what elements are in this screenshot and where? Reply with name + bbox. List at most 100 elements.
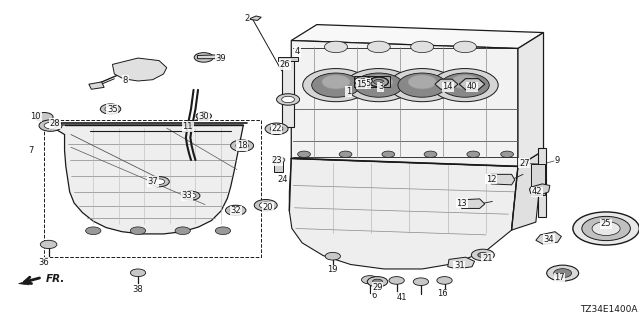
Circle shape (346, 68, 412, 102)
Polygon shape (448, 257, 474, 269)
Circle shape (477, 252, 488, 258)
Circle shape (554, 269, 572, 277)
Text: 26: 26 (280, 60, 290, 69)
Text: 36: 36 (39, 258, 49, 267)
Polygon shape (89, 82, 104, 89)
Text: 41: 41 (397, 292, 407, 301)
Polygon shape (491, 174, 515, 185)
Circle shape (194, 52, 213, 62)
Circle shape (382, 151, 395, 157)
Text: 6: 6 (372, 291, 377, 300)
Circle shape (225, 205, 246, 215)
Bar (274, 160, 283, 172)
Text: 22: 22 (271, 124, 282, 133)
Circle shape (86, 227, 101, 235)
Polygon shape (197, 55, 223, 59)
Polygon shape (460, 199, 484, 208)
Text: 27: 27 (519, 159, 530, 168)
Text: 15: 15 (356, 80, 367, 89)
Circle shape (303, 68, 369, 102)
Circle shape (424, 151, 437, 157)
Circle shape (154, 179, 164, 184)
Circle shape (592, 221, 620, 236)
Text: 4: 4 (295, 47, 300, 56)
Circle shape (44, 123, 57, 129)
Text: 42: 42 (532, 188, 542, 196)
Text: 40: 40 (467, 82, 477, 91)
Circle shape (282, 96, 294, 103)
Circle shape (573, 212, 639, 245)
Circle shape (432, 68, 498, 102)
Circle shape (441, 73, 489, 97)
Text: FR.: FR. (45, 274, 65, 284)
Text: 29: 29 (372, 283, 383, 292)
Text: 18: 18 (237, 141, 248, 150)
Text: 11: 11 (182, 122, 193, 131)
Circle shape (35, 113, 53, 122)
Text: 3: 3 (378, 82, 383, 91)
Circle shape (175, 227, 190, 235)
Circle shape (312, 73, 360, 97)
Text: 13: 13 (456, 198, 467, 207)
Text: 35: 35 (107, 105, 118, 114)
Circle shape (40, 240, 57, 249)
Text: 2: 2 (244, 14, 249, 23)
Circle shape (367, 276, 388, 287)
Polygon shape (291, 41, 518, 166)
Circle shape (230, 140, 253, 151)
Circle shape (230, 208, 241, 213)
Circle shape (186, 193, 196, 198)
Text: 7: 7 (29, 146, 34, 155)
Circle shape (408, 75, 436, 89)
Text: 19: 19 (328, 265, 338, 275)
Circle shape (454, 41, 476, 52)
Text: 5: 5 (365, 79, 371, 88)
Circle shape (500, 151, 513, 157)
Circle shape (324, 41, 348, 52)
Circle shape (131, 269, 146, 276)
Circle shape (270, 126, 283, 132)
Polygon shape (291, 25, 543, 49)
Text: 14: 14 (442, 82, 453, 91)
Text: 16: 16 (437, 289, 448, 298)
Circle shape (105, 106, 116, 112)
Text: 10: 10 (31, 113, 41, 122)
Polygon shape (49, 125, 243, 234)
Circle shape (362, 276, 378, 284)
Polygon shape (19, 280, 31, 285)
Circle shape (39, 120, 62, 131)
Bar (531, 164, 545, 195)
Text: 33: 33 (182, 191, 193, 200)
Circle shape (196, 112, 211, 120)
Circle shape (215, 227, 230, 235)
Circle shape (355, 73, 403, 97)
Circle shape (437, 276, 452, 284)
Circle shape (367, 41, 390, 52)
Polygon shape (289, 158, 518, 269)
Circle shape (254, 199, 277, 211)
Text: 21: 21 (482, 254, 493, 263)
Text: 31: 31 (454, 261, 465, 270)
Polygon shape (529, 184, 550, 195)
Circle shape (322, 75, 350, 89)
Circle shape (272, 157, 285, 163)
Text: 37: 37 (147, 177, 158, 186)
Circle shape (582, 216, 630, 241)
Text: 8: 8 (122, 76, 128, 85)
Text: 17: 17 (554, 273, 564, 282)
Circle shape (413, 278, 429, 285)
Text: TZ34E1400A: TZ34E1400A (580, 305, 638, 314)
Circle shape (149, 177, 170, 187)
Text: 24: 24 (278, 175, 288, 184)
Polygon shape (518, 33, 543, 166)
Circle shape (365, 75, 393, 89)
Text: 1: 1 (346, 87, 351, 96)
Polygon shape (536, 232, 561, 244)
Circle shape (372, 279, 383, 284)
Polygon shape (248, 16, 261, 20)
Circle shape (298, 151, 310, 157)
Circle shape (451, 75, 479, 89)
Circle shape (131, 227, 146, 235)
Polygon shape (511, 150, 543, 230)
Text: 23: 23 (271, 156, 282, 165)
